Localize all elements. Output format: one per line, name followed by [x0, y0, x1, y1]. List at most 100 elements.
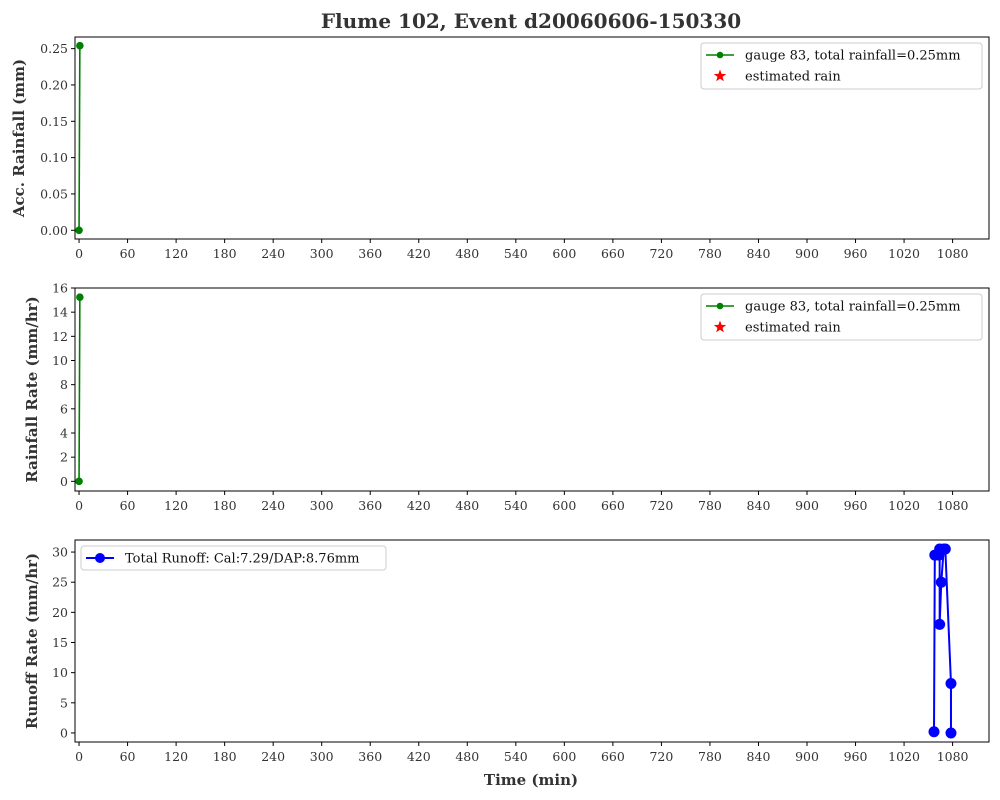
- x-tick-label: 1020: [888, 246, 920, 261]
- legend-entry: Total Runoff: Cal:7.29/DAP:8.76mm: [86, 552, 360, 567]
- y-tick-label: 0: [60, 474, 68, 489]
- x-tick-label: 120: [164, 749, 188, 764]
- legend-frame: [700, 42, 983, 90]
- x-tick-label: 60: [120, 749, 136, 764]
- subplots: 0 60 120 180 240 300 360 420 480 540 600 660 720 780 8…: [10, 36, 990, 789]
- x-tick-label: 60: [120, 498, 136, 513]
- legend: Total Runoff: Cal:7.29/DAP:8.76mm: [80, 545, 387, 571]
- legend-circle-marker: [716, 51, 724, 59]
- data-point: [75, 477, 83, 486]
- x-tick-label: 0: [75, 246, 83, 261]
- x-tick-label: 420: [407, 498, 431, 513]
- data-point: [75, 226, 83, 235]
- x-tick-label: 360: [358, 749, 382, 764]
- y-axis-label: Runoff Rate (mm/hr): [23, 553, 41, 729]
- legend-frame: [80, 545, 387, 571]
- x-tick-label: 420: [407, 246, 431, 261]
- x-tick-label: 1080: [937, 498, 969, 513]
- y-tick-label: 10: [52, 665, 68, 680]
- x-tick-label: 540: [504, 498, 528, 513]
- legend-label: estimated rain: [745, 321, 841, 336]
- x-tick-label: 1020: [888, 749, 920, 764]
- x-tick-label: 720: [649, 246, 673, 261]
- x-tick-label: 540: [504, 749, 528, 764]
- data-point: [934, 618, 946, 630]
- legend-frame: [700, 293, 983, 341]
- y-tick-label: 0.20: [40, 77, 68, 92]
- x-tick-label: 180: [213, 246, 237, 261]
- y-tick-label: 4: [60, 426, 68, 441]
- y-tick-label: 0.10: [40, 150, 68, 165]
- x-tick-label: 360: [358, 498, 382, 513]
- x-tick-label: 1080: [937, 246, 969, 261]
- data-point: [939, 543, 951, 555]
- legend-circle-marker: [716, 302, 724, 310]
- data-point: [945, 678, 957, 690]
- x-tick-label: 0: [75, 498, 83, 513]
- x-tick-label: 480: [455, 749, 479, 764]
- legend-entry: estimated rain: [713, 69, 841, 85]
- y-tick-label: 16: [52, 281, 68, 296]
- x-tick-label: 0: [75, 749, 83, 764]
- legend-circle-marker: [95, 553, 105, 563]
- y-tick-label: 10: [52, 353, 68, 368]
- y-tick-label: 25: [52, 575, 68, 590]
- y-tick-label: 5: [60, 695, 68, 710]
- x-tick-label: 600: [552, 498, 576, 513]
- legend-label: estimated rain: [745, 70, 841, 85]
- y-axis-label: Rainfall Rate (mm/hr): [23, 296, 41, 482]
- subplot-acc: 0 60 120 180 240 300 360 420 480 540 600 660 720 780 8…: [10, 36, 990, 261]
- legend-entry: gauge 83, total rainfall=0.25mm: [706, 49, 961, 64]
- x-tick-label: 900: [795, 246, 819, 261]
- y-tick-label: 12: [52, 329, 68, 344]
- y-axis-label: Acc. Rainfall (mm): [10, 59, 28, 218]
- x-tick-label: 600: [552, 749, 576, 764]
- series-line: [78, 297, 81, 482]
- y-tick-label: 30: [52, 545, 68, 560]
- series-line: [78, 45, 81, 231]
- legend-star-marker: [713, 69, 727, 82]
- x-tick-label: 240: [261, 246, 285, 261]
- x-tick-label: 1080: [937, 749, 969, 764]
- legend-entry: gauge 83, total rainfall=0.25mm: [706, 300, 961, 315]
- legend-entry: estimated rain: [713, 320, 841, 336]
- data-point: [945, 727, 957, 739]
- legend: gauge 83, total rainfall=0.25mm estimated…: [700, 42, 983, 90]
- x-tick-label: 960: [844, 246, 868, 261]
- x-tick-label: 420: [407, 749, 431, 764]
- x-tick-label: 240: [261, 749, 285, 764]
- y-tick-label: 0.05: [40, 186, 68, 201]
- x-tick-label: 660: [601, 246, 625, 261]
- x-tick-label: 960: [844, 498, 868, 513]
- series-0: [75, 41, 84, 235]
- x-tick-label: 540: [504, 246, 528, 261]
- x-tick-label: 480: [455, 246, 479, 261]
- series-0: [75, 293, 84, 486]
- x-tick-label: 840: [747, 749, 771, 764]
- x-tick-label: 120: [164, 246, 188, 261]
- subplot-rate: 0 60 120 180 240 300 360 420 480 540 600 660 720 780 8…: [23, 281, 990, 513]
- axes-frame: [74, 539, 990, 743]
- x-axis-label: Time (min): [484, 771, 578, 789]
- x-tick-label: 960: [844, 749, 868, 764]
- legend-label: Total Runoff: Cal:7.29/DAP:8.76mm: [125, 552, 360, 567]
- x-tick-label: 1020: [888, 498, 920, 513]
- series-line: [933, 548, 952, 733]
- x-tick-label: 60: [120, 246, 136, 261]
- x-tick-label: 300: [310, 749, 334, 764]
- x-tick-label: 480: [455, 498, 479, 513]
- figure-title: Flume 102, Event d20060606-150330: [321, 9, 741, 33]
- x-tick-label: 900: [795, 498, 819, 513]
- y-tick-label: 20: [52, 605, 68, 620]
- x-tick-label: 300: [310, 246, 334, 261]
- x-tick-label: 300: [310, 498, 334, 513]
- x-tick-label: 180: [213, 749, 237, 764]
- x-tick-label: 720: [649, 749, 673, 764]
- x-tick-label: 780: [698, 246, 722, 261]
- x-tick-label: 180: [213, 498, 237, 513]
- x-tick-label: 660: [601, 749, 625, 764]
- data-point: [76, 293, 84, 301]
- data-point: [928, 726, 940, 738]
